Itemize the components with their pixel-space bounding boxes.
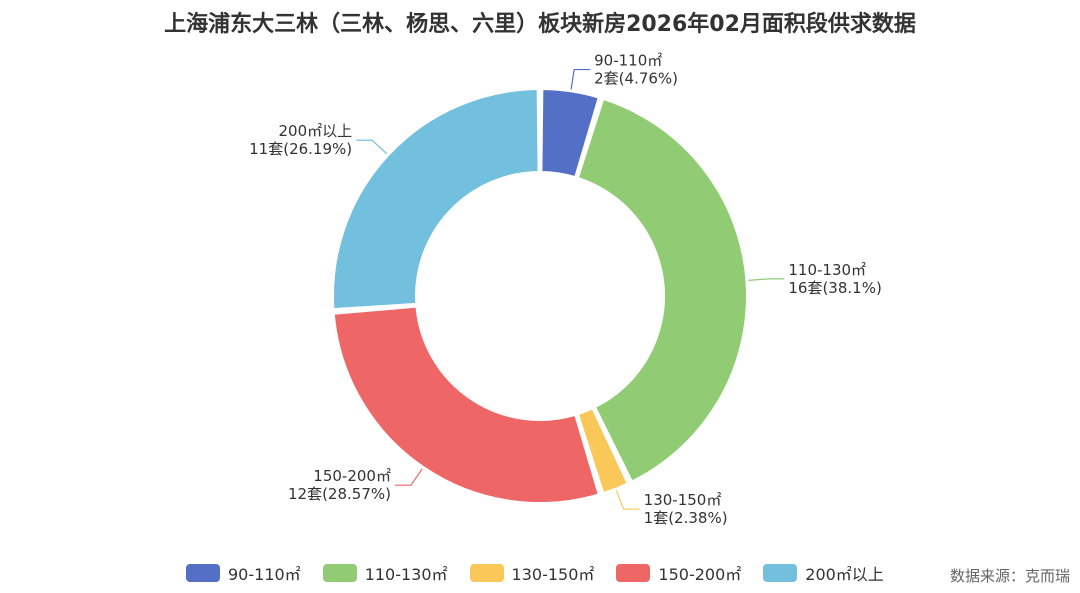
slice-130-150sqm[interactable] bbox=[576, 407, 629, 495]
slice-label-value-150-200sqm: 12套(28.57%) bbox=[288, 485, 391, 503]
slice-label-value-90-110sqm: 2套(4.76%) bbox=[594, 70, 678, 88]
slice-90-110sqm[interactable] bbox=[540, 88, 600, 179]
slice-label-name-90-110sqm: 90-110㎡ bbox=[594, 52, 662, 70]
legend-label: 110-130㎡ bbox=[364, 565, 448, 584]
slice-label-value-110-130sqm: 16套(38.1%) bbox=[788, 279, 881, 297]
legend-item-200sqm-plus[interactable]: 200㎡以上 bbox=[763, 561, 884, 585]
slice-110-130sqm[interactable] bbox=[576, 97, 748, 483]
legend: 90-110㎡ 110-130㎡ 130-150㎡ 150-200㎡ 200㎡以上 bbox=[186, 562, 906, 584]
legend-swatch bbox=[763, 564, 798, 582]
slice-label-name-200sqm-plus: 200㎡以上 bbox=[278, 122, 352, 140]
chart-title: 上海浦东大三林（三林、杨思、六里）板块新房2026年02月面积段供求数据 bbox=[164, 12, 916, 37]
legend-item-110-130sqm[interactable]: 110-130㎡ bbox=[322, 561, 448, 585]
data-source-note: 数据来源：克而瑞 bbox=[949, 567, 1070, 585]
legend-label: 130-150㎡ bbox=[511, 565, 595, 584]
legend-label: 90-110㎡ bbox=[228, 565, 301, 584]
slice-label-value-200sqm-plus: 11套(26.19%) bbox=[249, 140, 352, 158]
leader-line-130-150sqm bbox=[615, 490, 640, 510]
legend-swatch bbox=[186, 564, 220, 582]
legend-swatch bbox=[322, 564, 357, 582]
legend-item-150-200sqm[interactable]: 150-200㎡ bbox=[616, 561, 741, 585]
leader-line-90-110sqm bbox=[570, 68, 591, 90]
leader-line-200sqm-plus bbox=[356, 139, 388, 155]
slice-label-value-130-150sqm: 1套(2.38%) bbox=[644, 509, 728, 527]
slice-label-name-110-130sqm: 110-130㎡ bbox=[788, 261, 866, 279]
slice-label-name-130-150sqm: 130-150㎡ bbox=[644, 491, 722, 509]
slices-layer bbox=[332, 88, 748, 504]
leader-line-110-130sqm bbox=[748, 278, 785, 281]
legend-label: 200㎡以上 bbox=[805, 565, 884, 584]
slice-label-name-150-200sqm: 150-200㎡ bbox=[313, 467, 391, 485]
legend-swatch bbox=[616, 564, 651, 582]
slice-150-200sqm[interactable] bbox=[332, 305, 600, 504]
legend-swatch bbox=[469, 564, 504, 582]
leader-line-150-200sqm bbox=[394, 468, 423, 486]
legend-label: 150-200㎡ bbox=[658, 565, 742, 584]
legend-item-130-150sqm[interactable]: 130-150㎡ bbox=[469, 561, 595, 585]
slice-200sqm-plus[interactable] bbox=[332, 88, 540, 311]
legend-item-90-110sqm[interactable]: 90-110㎡ bbox=[186, 561, 301, 585]
